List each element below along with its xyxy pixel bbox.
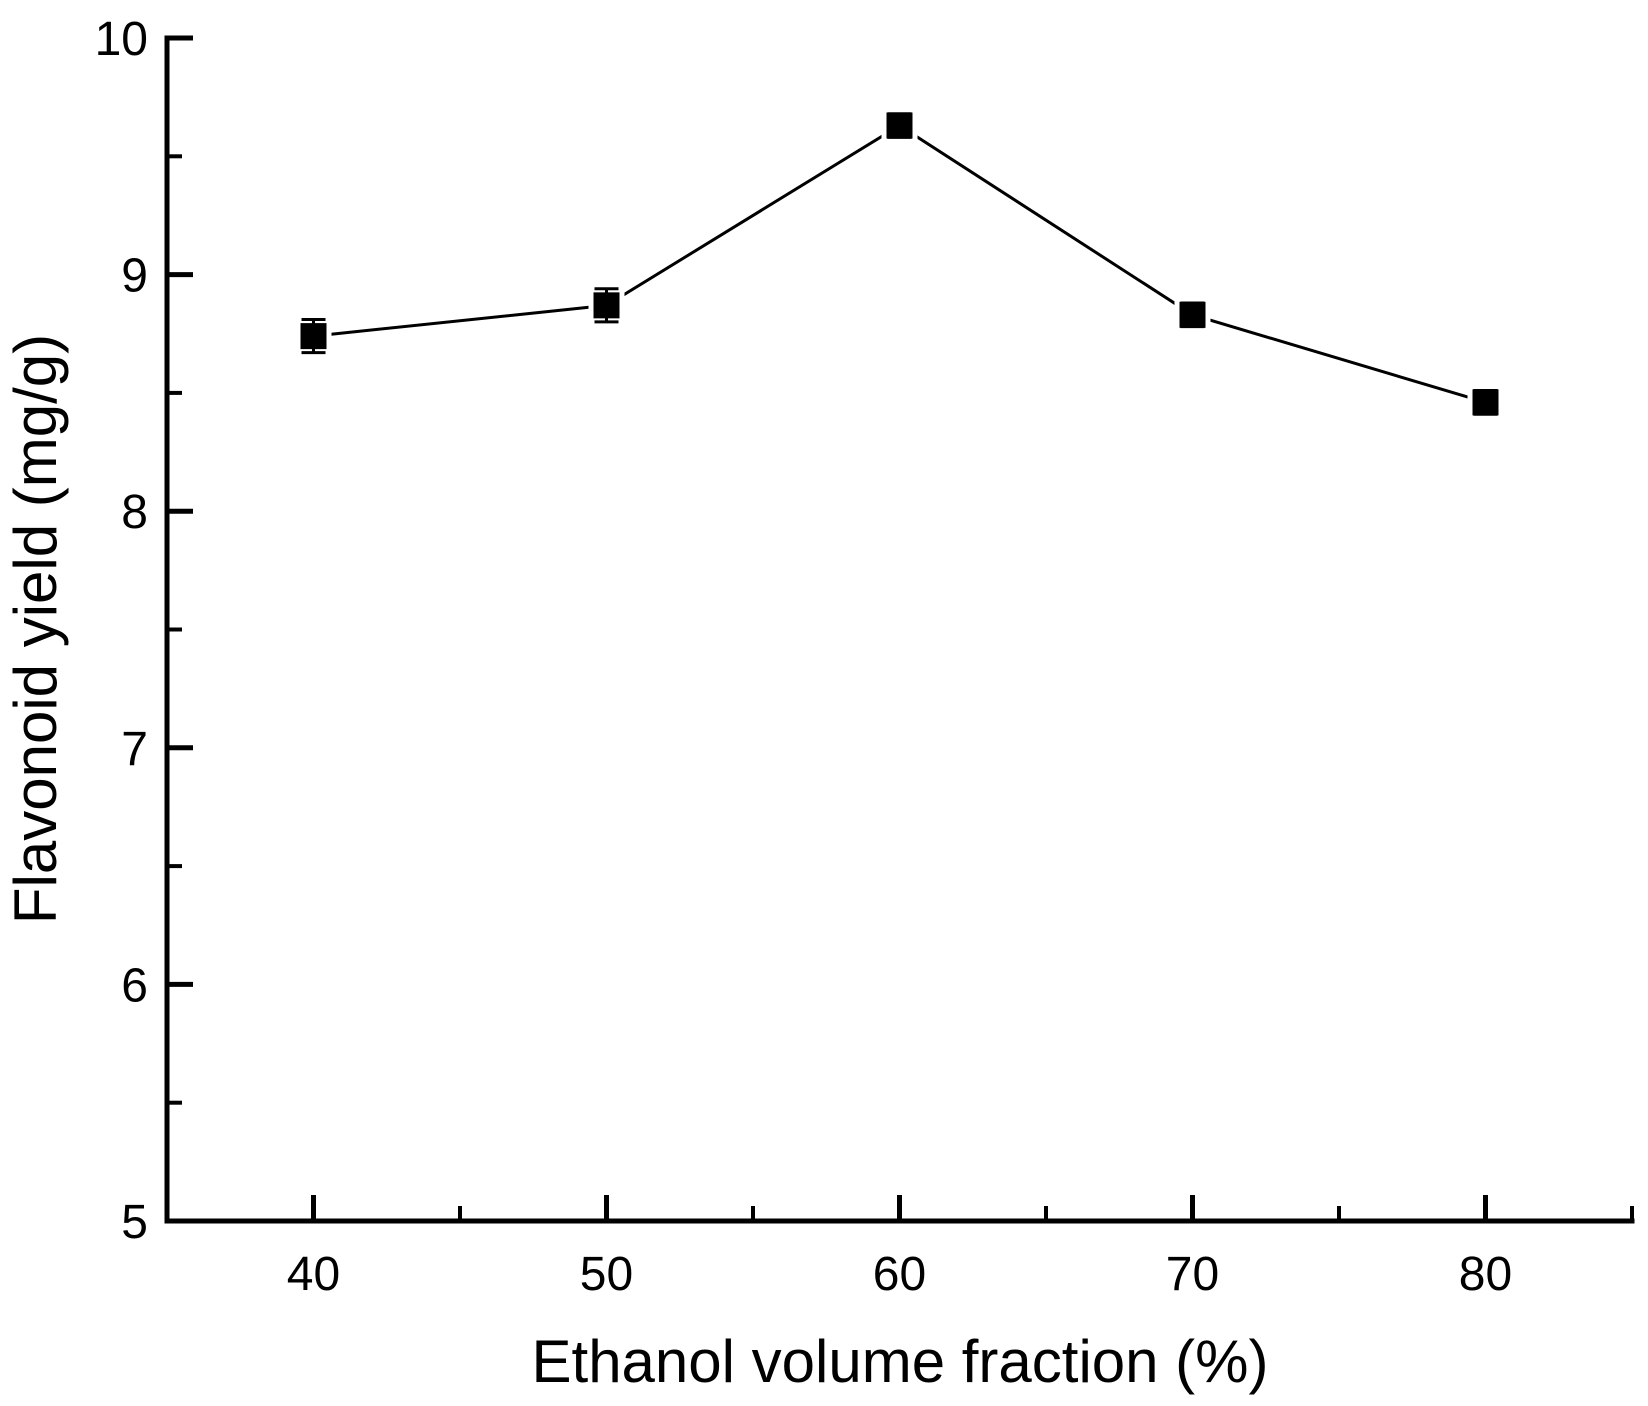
x-tick-label: 60: [873, 1248, 926, 1301]
data-point-marker: [1179, 301, 1206, 328]
y-tick-label: 7: [121, 723, 148, 776]
data-point-marker: [300, 323, 327, 350]
x-axis-tick-labels: 40 50 60 70 80: [287, 1248, 1512, 1301]
series-line: [313, 123, 1486, 404]
x-tick-label: 40: [287, 1248, 340, 1301]
y-tick-label: 9: [121, 250, 148, 303]
data-point-marker: [1472, 389, 1499, 416]
axes: [164, 35, 1635, 1224]
data-point-marker: [593, 292, 620, 319]
y-tick-label: 6: [121, 959, 148, 1012]
y-tick-label: 8: [121, 486, 148, 539]
data-point-marker: [886, 112, 913, 139]
x-axis-ticks: [311, 1195, 1634, 1221]
y-tick-label: 10: [95, 13, 148, 66]
x-axis-title: Ethanol volume fraction (%): [532, 1328, 1269, 1395]
x-tick-label: 50: [580, 1248, 633, 1301]
y-tick-label: 5: [121, 1196, 148, 1249]
y-axis-ticks: [167, 35, 193, 1224]
data-series: [295, 107, 1504, 421]
y-axis-title: Flavonoid yield (mg/g): [2, 334, 69, 924]
x-tick-label: 80: [1459, 1248, 1512, 1301]
y-axis-tick-labels: 5 6 7 8 9 10: [95, 13, 148, 1249]
x-tick-label: 70: [1166, 1248, 1219, 1301]
